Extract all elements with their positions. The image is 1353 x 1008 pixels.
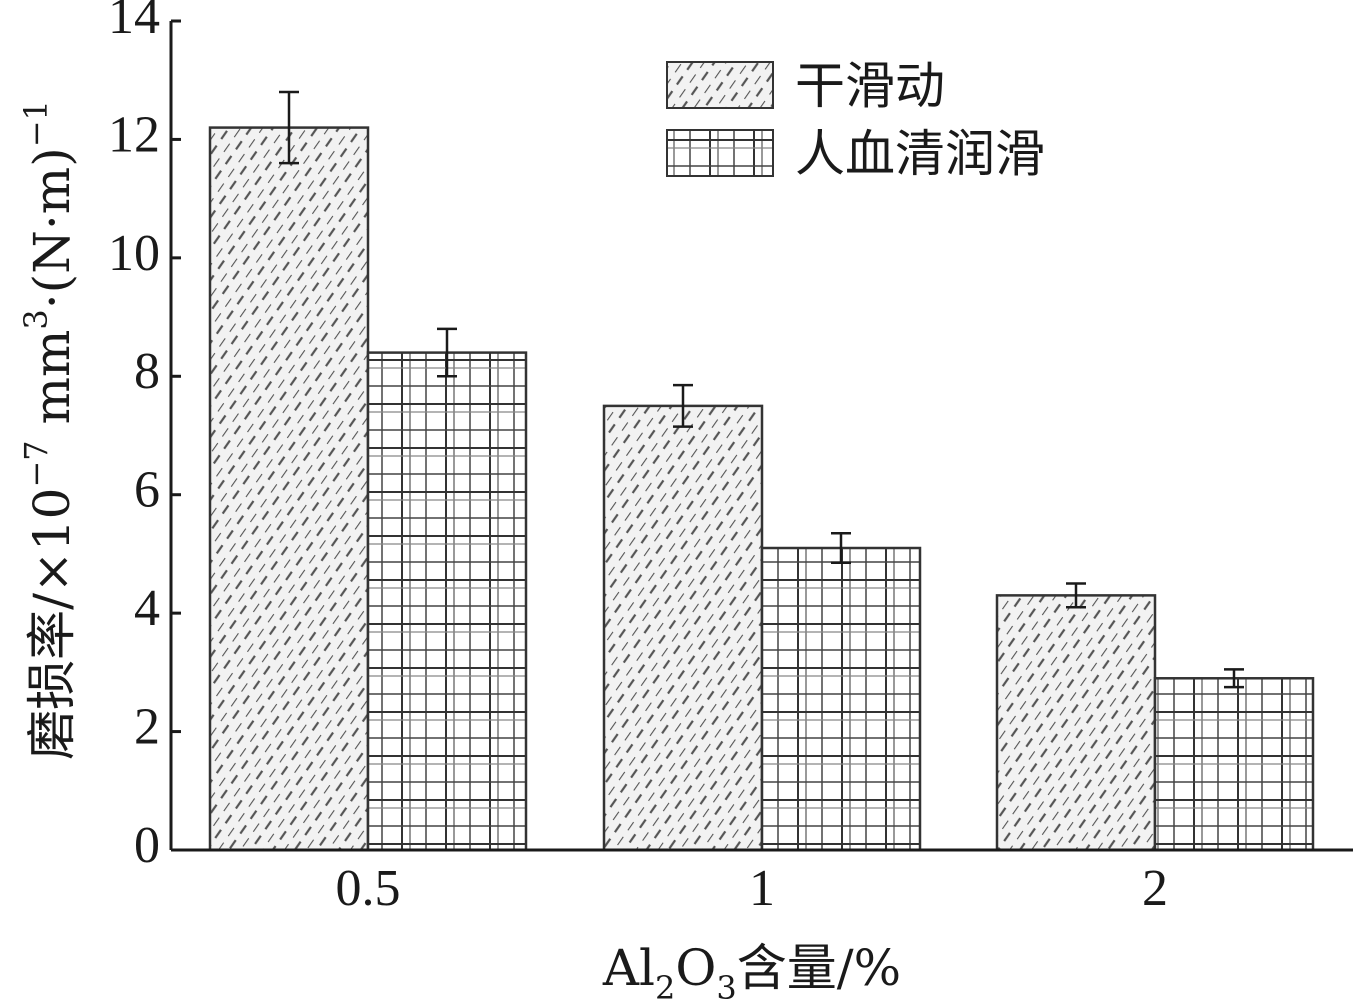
y-label-main: 磨损率/×10 <box>23 488 81 760</box>
bar-serum-2 <box>1153 677 1315 852</box>
error-bar-dry-0.5 <box>279 90 299 165</box>
x-tick-label-0.5: 0.5 <box>336 860 401 917</box>
x-ticks-group: 0.5 1 2 <box>336 860 1169 917</box>
y-tick-label-2: 2 <box>134 699 160 756</box>
x-tick-label-2: 2 <box>1142 860 1168 917</box>
x-label-sub3: 3 <box>716 969 736 1007</box>
x-label-al: Al <box>602 939 655 997</box>
x-tick-label-1: 1 <box>749 860 775 917</box>
legend-swatch-serum <box>666 129 774 177</box>
x-label-o: O <box>675 939 716 997</box>
y-axis-label: 磨损率/×10−7 mm3·(N·m)−1 <box>17 100 82 760</box>
y-label-mid: mm <box>23 330 81 441</box>
y-label-exp2: 3 <box>17 309 55 329</box>
bar-dry-2 <box>995 594 1157 852</box>
legend-swatch-dry <box>666 61 774 109</box>
y-tick-label-8: 8 <box>134 343 160 400</box>
y-label-tail: ·(N·m) <box>23 147 81 309</box>
y-tick-label-12: 12 <box>108 106 160 163</box>
x-axis-label: Al2O3含量/% <box>602 939 901 1007</box>
legend-label-dry: 干滑动 <box>795 57 945 115</box>
x-label-sub2: 2 <box>655 969 675 1007</box>
error-bars-group <box>279 90 1244 689</box>
bar-serum-1 <box>760 546 922 852</box>
legend-label-serum: 人血清润滑 <box>795 125 1045 183</box>
bars-group <box>208 126 1315 852</box>
error-bar-dry-2 <box>1066 582 1086 609</box>
x-label-tail: 含量/% <box>737 939 901 997</box>
error-bar-serum-2 <box>1224 668 1244 689</box>
y-tick-label-4: 4 <box>134 580 160 637</box>
y-label-exp3: −1 <box>17 100 55 147</box>
legend: 干滑动 人血清润滑 <box>666 57 1045 183</box>
error-bar-serum-1 <box>831 531 851 565</box>
y-tick-label-14: 14 <box>108 0 160 45</box>
bar-dry-0.5 <box>208 126 370 852</box>
y-tick-label-10: 10 <box>108 225 160 282</box>
y-ticks-group: 0 2 4 6 8 10 12 14 <box>108 0 181 874</box>
error-bar-dry-1 <box>673 383 693 428</box>
y-tick-label-0: 0 <box>134 817 160 874</box>
y-label-exp1: −7 <box>17 440 55 487</box>
bar-serum-0.5 <box>366 351 528 852</box>
error-bar-serum-0.5 <box>437 327 457 378</box>
y-tick-label-6: 6 <box>134 462 160 519</box>
bar-dry-1 <box>602 404 764 852</box>
